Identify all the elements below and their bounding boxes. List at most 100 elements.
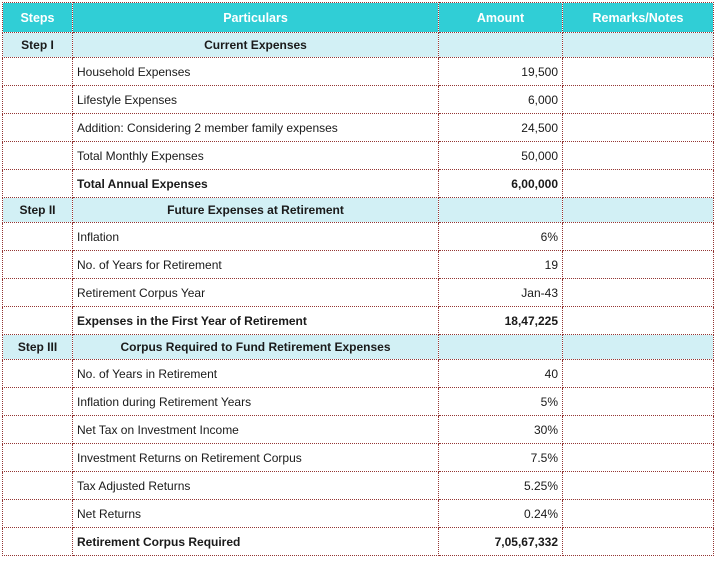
table-row-corpus-required: Retirement Corpus Required 7,05,67,332 bbox=[2, 527, 714, 556]
remarks-cell[interactable] bbox=[562, 306, 714, 335]
table-row: Retirement Corpus Year Jan-43 bbox=[2, 278, 714, 307]
step-cell[interactable] bbox=[2, 85, 73, 114]
remarks-cell[interactable] bbox=[562, 197, 714, 223]
header-remarks[interactable]: Remarks/Notes bbox=[562, 2, 714, 33]
amount-cell[interactable]: 7.5% bbox=[438, 443, 563, 472]
amount-cell[interactable]: 18,47,225 bbox=[438, 306, 563, 335]
step-cell[interactable] bbox=[2, 278, 73, 307]
particulars-cell[interactable]: Net Returns bbox=[72, 499, 439, 528]
amount-cell[interactable]: 24,500 bbox=[438, 113, 563, 142]
particulars-cell[interactable]: Expenses in the First Year of Retirement bbox=[72, 306, 439, 335]
amount-cell[interactable]: 6,000 bbox=[438, 85, 563, 114]
table-row: No. of Years in Retirement 40 bbox=[2, 359, 714, 388]
particulars-cell[interactable]: Total Annual Expenses bbox=[72, 169, 439, 198]
step-cell[interactable] bbox=[2, 306, 73, 335]
section-title-cell[interactable]: Current Expenses bbox=[72, 32, 439, 58]
step-cell[interactable] bbox=[2, 113, 73, 142]
table-row-step3: Step III Corpus Required to Fund Retirem… bbox=[2, 334, 714, 360]
remarks-cell[interactable] bbox=[562, 359, 714, 388]
step-cell[interactable] bbox=[2, 387, 73, 416]
remarks-cell[interactable] bbox=[562, 141, 714, 170]
header-amount[interactable]: Amount bbox=[438, 2, 563, 33]
amount-cell[interactable]: 6,00,000 bbox=[438, 169, 563, 198]
table-row: Lifestyle Expenses 6,000 bbox=[2, 85, 714, 114]
step-cell[interactable] bbox=[2, 222, 73, 251]
particulars-cell[interactable]: No. of Years in Retirement bbox=[72, 359, 439, 388]
amount-cell[interactable]: 5% bbox=[438, 387, 563, 416]
table-row: Addition: Considering 2 member family ex… bbox=[2, 113, 714, 142]
particulars-cell[interactable]: Tax Adjusted Returns bbox=[72, 471, 439, 500]
particulars-cell[interactable]: Inflation bbox=[72, 222, 439, 251]
header-particulars[interactable]: Particulars bbox=[72, 2, 439, 33]
amount-cell[interactable]: 19,500 bbox=[438, 57, 563, 86]
particulars-cell[interactable]: Retirement Corpus Year bbox=[72, 278, 439, 307]
step-cell[interactable] bbox=[2, 169, 73, 198]
particulars-cell[interactable]: Addition: Considering 2 member family ex… bbox=[72, 113, 439, 142]
remarks-cell[interactable] bbox=[562, 85, 714, 114]
table-row-step2: Step II Future Expenses at Retirement bbox=[2, 197, 714, 223]
remarks-cell[interactable] bbox=[562, 334, 714, 360]
amount-cell[interactable] bbox=[438, 32, 563, 58]
step-cell[interactable] bbox=[2, 141, 73, 170]
remarks-cell[interactable] bbox=[562, 32, 714, 58]
table-row: Net Returns 0.24% bbox=[2, 499, 714, 528]
remarks-cell[interactable] bbox=[562, 169, 714, 198]
step-cell[interactable] bbox=[2, 527, 73, 556]
step-cell[interactable] bbox=[2, 471, 73, 500]
table-row: Inflation 6% bbox=[2, 222, 714, 251]
table-row: Inflation during Retirement Years 5% bbox=[2, 387, 714, 416]
particulars-cell[interactable]: Retirement Corpus Required bbox=[72, 527, 439, 556]
step-cell[interactable]: Step I bbox=[2, 32, 73, 58]
amount-cell[interactable]: 0.24% bbox=[438, 499, 563, 528]
remarks-cell[interactable] bbox=[562, 278, 714, 307]
table-row: Tax Adjusted Returns 5.25% bbox=[2, 471, 714, 500]
particulars-cell[interactable]: Lifestyle Expenses bbox=[72, 85, 439, 114]
remarks-cell[interactable] bbox=[562, 57, 714, 86]
amount-cell[interactable]: 50,000 bbox=[438, 141, 563, 170]
remarks-cell[interactable] bbox=[562, 527, 714, 556]
step-cell[interactable] bbox=[2, 250, 73, 279]
step-cell[interactable] bbox=[2, 499, 73, 528]
particulars-cell[interactable]: No. of Years for Retirement bbox=[72, 250, 439, 279]
table-row-first-year-expenses: Expenses in the First Year of Retirement… bbox=[2, 306, 714, 335]
amount-cell[interactable]: 7,05,67,332 bbox=[438, 527, 563, 556]
remarks-cell[interactable] bbox=[562, 499, 714, 528]
particulars-cell[interactable]: Net Tax on Investment Income bbox=[72, 415, 439, 444]
header-row: Steps Particulars Amount Remarks/Notes bbox=[2, 2, 714, 33]
step-cell[interactable]: Step III bbox=[2, 334, 73, 360]
header-steps[interactable]: Steps bbox=[2, 2, 73, 33]
amount-cell[interactable]: 19 bbox=[438, 250, 563, 279]
particulars-cell[interactable]: Inflation during Retirement Years bbox=[72, 387, 439, 416]
section-title-cell[interactable]: Future Expenses at Retirement bbox=[72, 197, 439, 223]
particulars-cell[interactable]: Investment Returns on Retirement Corpus bbox=[72, 443, 439, 472]
amount-cell[interactable]: 6% bbox=[438, 222, 563, 251]
step-cell[interactable] bbox=[2, 443, 73, 472]
step-cell[interactable]: Step II bbox=[2, 197, 73, 223]
remarks-cell[interactable] bbox=[562, 250, 714, 279]
remarks-cell[interactable] bbox=[562, 387, 714, 416]
step-cell[interactable] bbox=[2, 57, 73, 86]
table-row: No. of Years for Retirement 19 bbox=[2, 250, 714, 279]
table-row-step1: Step I Current Expenses bbox=[2, 32, 714, 58]
amount-cell[interactable]: 5.25% bbox=[438, 471, 563, 500]
remarks-cell[interactable] bbox=[562, 113, 714, 142]
remarks-cell[interactable] bbox=[562, 471, 714, 500]
particulars-cell[interactable]: Household Expenses bbox=[72, 57, 439, 86]
amount-cell[interactable] bbox=[438, 334, 563, 360]
amount-cell[interactable]: 40 bbox=[438, 359, 563, 388]
section-title-cell[interactable]: Corpus Required to Fund Retirement Expen… bbox=[72, 334, 439, 360]
remarks-cell[interactable] bbox=[562, 415, 714, 444]
retirement-calculation-table: Steps Particulars Amount Remarks/Notes S… bbox=[2, 2, 714, 556]
amount-cell[interactable]: Jan-43 bbox=[438, 278, 563, 307]
step-cell[interactable] bbox=[2, 415, 73, 444]
step-cell[interactable] bbox=[2, 359, 73, 388]
remarks-cell[interactable] bbox=[562, 443, 714, 472]
table-row: Household Expenses 19,500 bbox=[2, 57, 714, 86]
table-row: Investment Returns on Retirement Corpus … bbox=[2, 443, 714, 472]
remarks-cell[interactable] bbox=[562, 222, 714, 251]
table-row-total-annual: Total Annual Expenses 6,00,000 bbox=[2, 169, 714, 198]
particulars-cell[interactable]: Total Monthly Expenses bbox=[72, 141, 439, 170]
amount-cell[interactable]: 30% bbox=[438, 415, 563, 444]
amount-cell[interactable] bbox=[438, 197, 563, 223]
